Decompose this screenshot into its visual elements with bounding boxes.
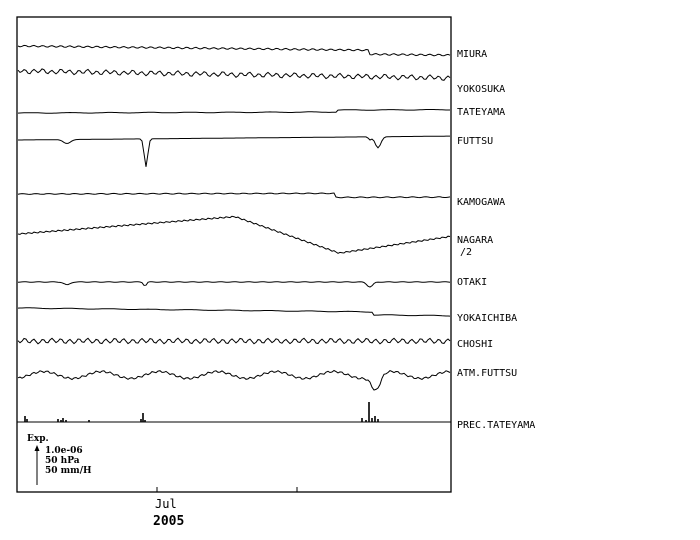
scale-legend-line: 50 mm/H bbox=[45, 466, 92, 476]
station-label: ATM.FUTTSU bbox=[457, 368, 517, 379]
x-tick-label: Jul bbox=[155, 497, 177, 511]
precipitation-bar bbox=[377, 419, 379, 422]
precipitation-bar bbox=[368, 402, 370, 422]
precipitation-bar bbox=[140, 419, 142, 422]
precipitation-bar bbox=[60, 420, 62, 422]
precipitation-bar bbox=[62, 418, 64, 422]
precipitation-bar bbox=[365, 420, 367, 422]
scale-legend: Exp. 1.0e-06 50 hPa 50 mm/H bbox=[27, 434, 92, 485]
scale-legend-line: 1.0e-06 bbox=[45, 446, 83, 456]
precipitation-bar bbox=[374, 416, 376, 422]
station-trace-miura bbox=[17, 44, 451, 57]
plot-frame bbox=[16, 16, 452, 493]
precipitation-bar bbox=[371, 418, 373, 422]
station-trace-otaki bbox=[17, 281, 451, 288]
station-label: YOKAICHIBA bbox=[457, 313, 517, 324]
station-trace-yokosuka bbox=[17, 68, 451, 81]
station-label: YOKOSUKA bbox=[457, 84, 505, 95]
scale-legend-title: Exp. bbox=[27, 434, 49, 444]
station-label: MIURA bbox=[457, 49, 487, 60]
scale-arrow-icon bbox=[34, 445, 40, 451]
precipitation-bar bbox=[65, 420, 67, 422]
precipitation-bar bbox=[57, 419, 59, 422]
scale-legend-line: 50 hPa bbox=[45, 456, 80, 466]
station-label: NAGARA bbox=[457, 235, 493, 246]
station-trace-atm-futtsu bbox=[17, 369, 451, 391]
station-trace-yokaichiba bbox=[17, 307, 451, 317]
station-label: CHOSHI bbox=[457, 339, 493, 350]
station-label: PREC.TATEYAMA bbox=[457, 420, 535, 431]
station-trace-choshi bbox=[17, 337, 451, 345]
x-year-label: 2005 bbox=[153, 514, 184, 529]
station-label: FUTTSU bbox=[457, 136, 493, 147]
station-trace-tateyama bbox=[17, 109, 450, 114]
precipitation-bar bbox=[24, 416, 26, 422]
station-label: OTAKI bbox=[457, 277, 487, 288]
precipitation-bar bbox=[142, 413, 144, 422]
precipitation-bar bbox=[88, 420, 90, 422]
station-trace-nagara bbox=[17, 215, 451, 254]
precipitation-bar bbox=[361, 418, 363, 422]
station-trace-futtsu bbox=[18, 135, 450, 167]
station-label: TATEYAMA bbox=[457, 107, 505, 118]
precipitation-bar bbox=[144, 420, 146, 422]
precipitation-bar bbox=[26, 419, 28, 422]
station-label: KAMOGAWA bbox=[457, 197, 505, 208]
station-trace-kamogawa bbox=[17, 192, 451, 199]
station-scale-note: /2 bbox=[460, 247, 472, 258]
